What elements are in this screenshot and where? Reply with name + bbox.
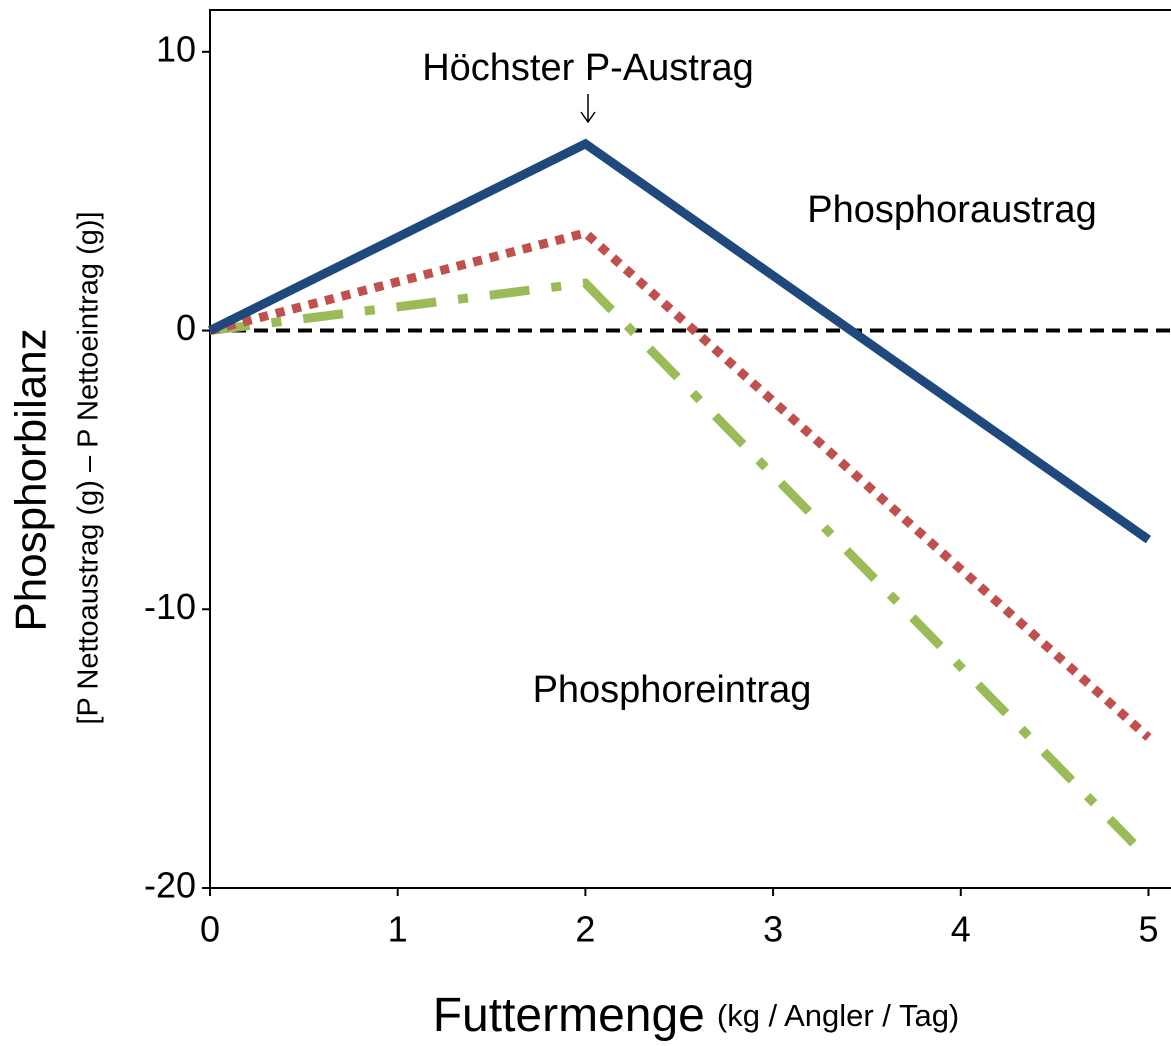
y-axis-sublabel: [P Nettoaustrag (g) – P Nettoeintrag (g)… — [73, 211, 105, 724]
annotation: Höchster P-Austrag — [422, 47, 754, 89]
annotation: Phosphoreintrag — [533, 669, 812, 711]
y-tick-label: 0 — [176, 307, 196, 348]
x-tick-label: 1 — [388, 909, 408, 950]
x-tick-label: 5 — [1138, 909, 1158, 950]
series-line — [209, 278, 1137, 847]
x-tick-label: 3 — [763, 909, 783, 950]
y-tick-label: -10 — [144, 586, 196, 627]
y-axis-label: Phosphorbilanz — [7, 328, 56, 631]
x-tick-label: 2 — [575, 909, 595, 950]
x-axis-label: Futtermenge (kg / Angler / Tag) — [433, 989, 960, 1041]
series-line — [208, 228, 1152, 741]
y-tick-label: 10 — [156, 28, 196, 69]
x-label-unit: (kg / Angler / Tag) — [717, 998, 959, 1033]
annotation-arrow — [580, 94, 596, 124]
series-line — [207, 138, 1152, 544]
y-tick-label: -20 — [144, 865, 196, 906]
x-tick-label: 4 — [951, 909, 971, 950]
annotation: Phosphoraustrag — [807, 189, 1096, 231]
x-label-main: Futtermenge — [433, 989, 705, 1041]
x-tick-label: 0 — [200, 909, 220, 950]
plot-frame — [209, 9, 1171, 889]
